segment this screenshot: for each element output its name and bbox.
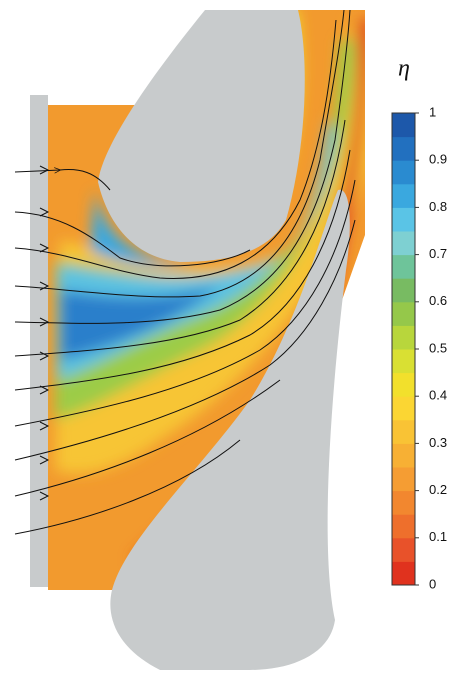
colorbar-tick-label: 0.4 xyxy=(429,388,447,403)
colorbar-band xyxy=(392,325,415,349)
colorbar-band xyxy=(392,160,415,184)
colorbar-band xyxy=(392,373,415,397)
colorbar-band xyxy=(392,113,415,137)
colorbar-band xyxy=(392,302,415,326)
colorbar-tick-label: 0.9 xyxy=(429,152,447,167)
colorbar-label: η xyxy=(398,56,410,82)
colorbar-tick-label: 0.8 xyxy=(429,199,447,214)
colorbar-band xyxy=(392,207,415,231)
colorbar-tick-label: 0.3 xyxy=(429,435,447,450)
colorbar-band xyxy=(392,278,415,302)
colorbar-tick-label: 1 xyxy=(429,104,436,119)
colorbar-tick-label: 0 xyxy=(429,576,436,591)
colorbar-band xyxy=(392,538,415,562)
colorbar-band xyxy=(392,349,415,373)
upper-blade xyxy=(98,10,305,262)
colorbar-band xyxy=(392,255,415,279)
colorbar-band xyxy=(392,491,415,515)
figure: η 0 0.1 0.2 0.3 0.4 0.5 0.6 0.7 0.8 0.9 1 xyxy=(0,0,455,670)
colorbar-tick-label: 0.1 xyxy=(429,529,447,544)
colorbar-band xyxy=(392,514,415,538)
colorbar-band xyxy=(392,420,415,444)
colorbar-band xyxy=(392,184,415,208)
colorbar-band xyxy=(392,137,415,161)
colorbar-band xyxy=(392,231,415,255)
colorbar-tick-label: 0.5 xyxy=(429,340,447,355)
colorbar-band xyxy=(392,396,415,420)
colorbar: 0 0.1 0.2 0.3 0.4 0.5 0.6 0.7 0.8 0.9 1 xyxy=(392,104,447,591)
colorbar-tick-label: 0.6 xyxy=(429,293,447,308)
colorbar-band xyxy=(392,467,415,491)
colorbar-band xyxy=(392,561,415,585)
colorbar-tick-label: 0.7 xyxy=(429,246,447,261)
colorbar-band xyxy=(392,443,415,467)
colorbar-tick-label: 0.2 xyxy=(429,482,447,497)
